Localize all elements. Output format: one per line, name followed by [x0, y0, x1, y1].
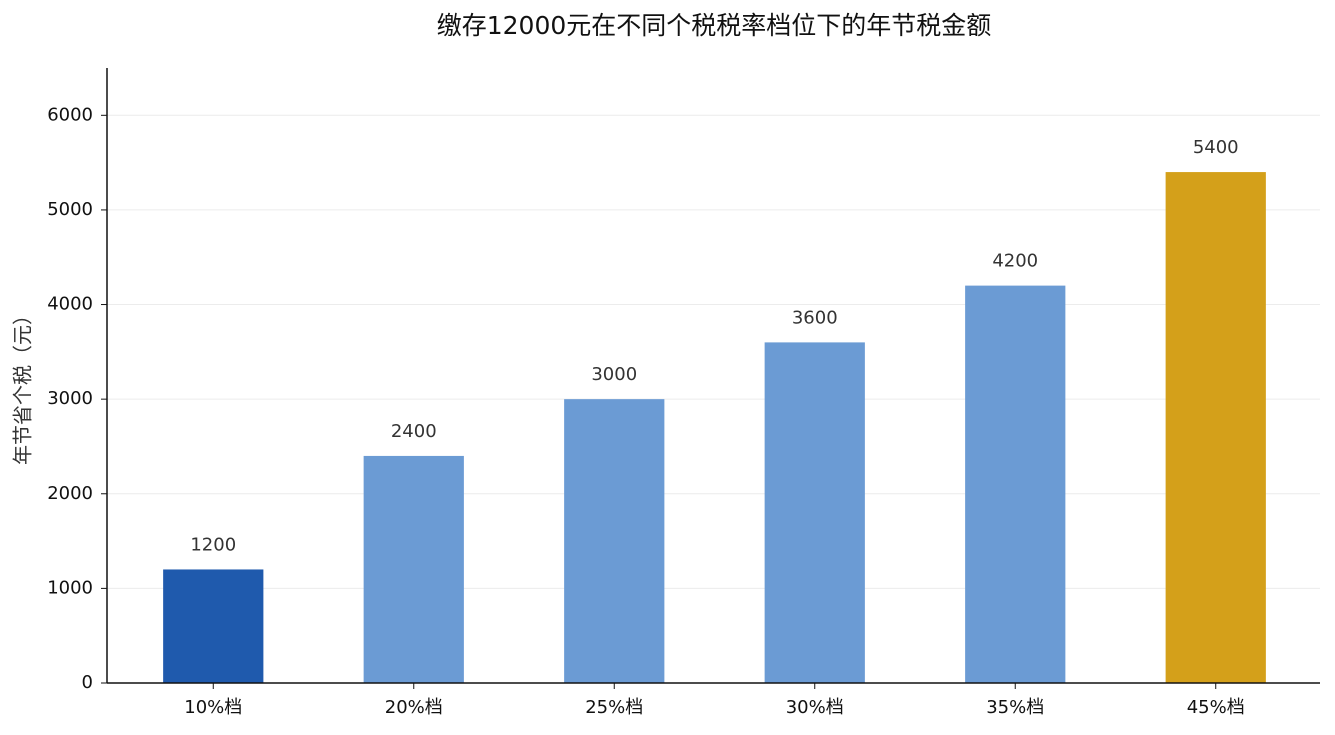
- value-label: 3600: [792, 307, 838, 328]
- bar: [965, 285, 1066, 683]
- y-tick-label: 5000: [47, 199, 93, 220]
- x-tick-label: 30%档: [786, 697, 844, 718]
- y-tick-label: 2000: [47, 483, 93, 504]
- bar: [363, 455, 464, 683]
- y-tick-label: 0: [82, 672, 93, 693]
- y-tick-label: 3000: [47, 388, 93, 409]
- x-tick-label: 25%档: [585, 697, 643, 718]
- value-label: 5400: [1193, 137, 1239, 158]
- value-label: 4200: [992, 251, 1038, 272]
- bar: [163, 569, 264, 683]
- x-tick-label: 35%档: [986, 697, 1044, 718]
- x-tick-label: 10%档: [184, 697, 242, 718]
- value-label: 1200: [190, 534, 236, 555]
- chart-title: 缴存12000元在不同个税税率档位下的年节税金额: [437, 11, 992, 40]
- y-tick-label: 6000: [47, 104, 93, 125]
- y-tick-label: 1000: [47, 577, 93, 598]
- y-axis-label: 年节省个税（元）: [11, 305, 35, 465]
- x-tick-label: 20%档: [385, 697, 443, 718]
- bar: [1165, 172, 1266, 684]
- y-tick-label: 4000: [47, 294, 93, 315]
- x-tick-label: 45%档: [1187, 697, 1245, 718]
- value-label: 2400: [391, 421, 437, 442]
- bar: [764, 342, 865, 683]
- bar: [564, 399, 665, 683]
- value-label: 3000: [591, 364, 637, 385]
